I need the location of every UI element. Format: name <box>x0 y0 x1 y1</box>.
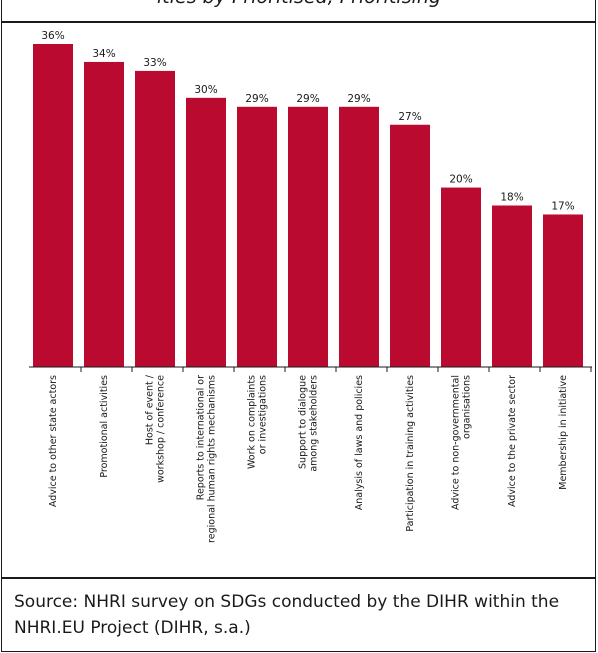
category-label-2: Promotional activities <box>99 375 110 478</box>
category-label-7: Analysis of laws and policies <box>354 375 365 510</box>
category-label-4: Reports to international or regional huma… <box>196 375 218 543</box>
value-labels-group: 36% 34% 33% 30% 29% 29% 29% 27% 20% 18% 17% <box>41 30 574 212</box>
category-label-5-line-2: or investigations <box>258 375 269 454</box>
value-label-5: 29% <box>245 93 268 105</box>
category-label-9: Advice to non-governmental organisations <box>451 375 473 510</box>
category-label-6-line-1: Support to dialogue <box>298 375 309 469</box>
value-label-2: 34% <box>92 48 115 60</box>
bar-7 <box>339 106 379 368</box>
category-label-11: Membership in initiative <box>558 375 569 490</box>
bar-9 <box>441 187 481 367</box>
bar-11 <box>543 214 583 367</box>
bars-group <box>33 44 583 368</box>
bar-5 <box>237 106 277 368</box>
category-label-3: Host of event / workshop / conference <box>145 374 167 483</box>
value-label-6: 29% <box>296 93 319 105</box>
category-label-2-line-1: Promotional activities <box>99 375 110 478</box>
category-label-7-line-1: Analysis of laws and policies <box>354 375 365 510</box>
chart-title: ities by Prioritised, Prioritising <box>0 0 598 8</box>
bar-10 <box>492 205 532 367</box>
value-label-3: 33% <box>143 57 166 69</box>
bar-chart: 36% 34% 33% 30% 29% 29% 29% 27% 20% 18% 17% Advice… <box>29 30 592 543</box>
title-divider <box>1 21 596 23</box>
category-label-1-line-1: Advice to other state actors <box>48 375 59 507</box>
source-divider <box>1 577 596 579</box>
category-label-10: Advice to the private sector <box>507 375 518 507</box>
category-label-8: Participation in training activities <box>405 375 416 532</box>
value-label-8: 27% <box>398 111 421 123</box>
category-label-5-line-1: Work on complaints <box>247 375 258 469</box>
category-label-9-line-1: Advice to non-governmental <box>451 375 462 510</box>
category-label-3-line-2: workshop / conference <box>156 375 167 483</box>
bar-6 <box>288 106 328 368</box>
category-label-4-line-1: Reports to international or <box>196 375 207 500</box>
category-label-11-line-1: Membership in initiative <box>558 375 569 490</box>
category-label-4-line-2: regional human rights mechanisms <box>207 375 218 543</box>
value-label-11: 17% <box>551 200 574 212</box>
category-label-8-line-1: Participation in training activities <box>405 375 416 532</box>
bar-3 <box>135 70 175 368</box>
x-axis-ticks-group <box>80 367 592 372</box>
bar-2 <box>84 61 124 367</box>
bar-4 <box>186 97 226 367</box>
value-label-7: 29% <box>347 93 370 105</box>
category-label-9-line-2: organisations <box>462 375 473 439</box>
value-label-1: 36% <box>41 30 64 42</box>
bar-8 <box>390 124 430 367</box>
category-label-6-line-2: among stakeholders <box>309 375 320 472</box>
category-label-3-line-1: Host of event / <box>145 374 156 445</box>
value-label-9: 20% <box>449 174 472 186</box>
category-label-10-line-1: Advice to the private sector <box>507 375 518 507</box>
value-label-4: 30% <box>194 84 217 96</box>
source-note: Source: NHRI survey on SDGs conducted by… <box>14 592 560 638</box>
category-label-5: Work on complaints or investigations <box>247 375 269 469</box>
category-label-1: Advice to other state actors <box>48 375 59 507</box>
category-labels-group: Advice to other state actors Promotional … <box>48 374 569 543</box>
category-label-6: Support to dialogue among stakeholders <box>298 375 320 472</box>
value-label-10: 18% <box>500 192 523 204</box>
bar-1 <box>33 44 73 367</box>
